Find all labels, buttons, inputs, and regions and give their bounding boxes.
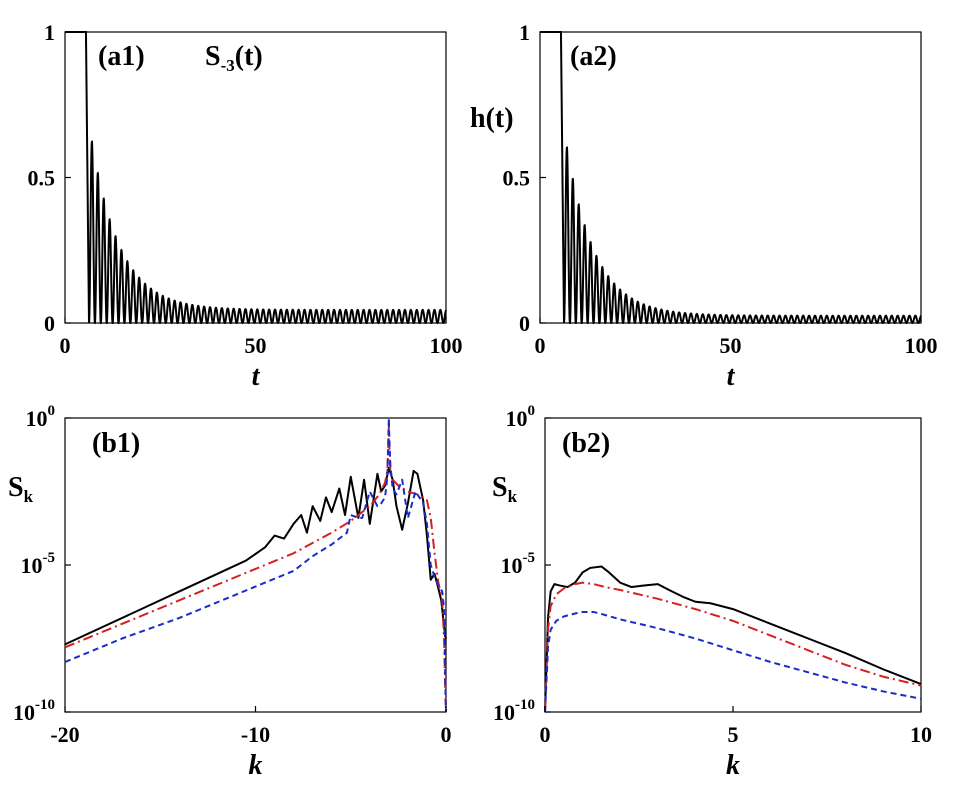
panel-a2-xtick-label: 100	[905, 333, 938, 358]
panel-b2-xtick-label: 5	[728, 722, 739, 747]
panel-a1-ytick-label: 0	[44, 311, 55, 336]
panel-b1-panel-label: (b1)	[92, 428, 140, 459]
panel-b2-panel-label: (b2)	[562, 428, 610, 459]
panel-b2-xtick-label: 0	[540, 722, 551, 747]
panel-a1-series-line	[65, 31, 447, 324]
panel-a2-ytick-label: 1	[519, 20, 530, 45]
panel-a2-xlabel: t	[727, 361, 736, 392]
panel-b1-xtick-label: 0	[441, 722, 452, 747]
panel-a1-xtick-label: 0	[60, 333, 71, 358]
panel-b2-ytick-label: 100	[506, 403, 536, 431]
panel-a2-panel-label: (a2)	[570, 41, 617, 72]
panel-b1: Sk -20 -10 0 100 10-5 10-10 k (b1)	[8, 403, 452, 781]
panel-b2: Sk 0 5 10 100 10-5 10-10 k (b2)	[492, 403, 932, 781]
panel-a1: S-3(t) 0 50 100 0 0.5 1 t (a1)	[28, 20, 463, 392]
panel-a2: 0 50 100 0 0.5 1 t (a2) h(t)	[470, 20, 938, 392]
panel-a2-series-line	[540, 31, 922, 324]
panel-a1-panel-label: (a1)	[98, 41, 145, 72]
panel-a1-xtick-label: 100	[430, 333, 463, 358]
panel-b2-xtick-label: 10	[910, 722, 932, 747]
panel-b1-ytick-label: 100	[26, 403, 56, 431]
panel-a2-xtick-label: 50	[720, 333, 742, 358]
panel-a1-ytick-label: 1	[44, 20, 55, 45]
panel-b2-series-black	[544, 565, 922, 713]
panel-b2-series-red	[544, 581, 922, 713]
panel-a2-ytick-label: 0.5	[503, 166, 531, 191]
panel-a2-ylabel: h(t)	[470, 103, 514, 134]
panel-b1-ytick-label: 10-5	[21, 550, 56, 578]
panel-b1-series-blue	[64, 417, 447, 713]
panel-a1-xtick-label: 50	[245, 333, 267, 358]
panel-b1-xlabel: k	[249, 750, 263, 781]
panel-b2-xlabel: k	[726, 750, 740, 781]
panel-b1-xtick-label: -20	[50, 722, 79, 747]
panel-b1-xtick-label: -10	[241, 722, 270, 747]
panel-b2-series-blue	[544, 611, 922, 713]
panel-b2-ylabel: Sk	[492, 472, 518, 506]
panel-b2-ytick-label: 10-10	[493, 697, 535, 725]
panel-a1-xlabel: t	[252, 361, 261, 392]
panel-a2-ytick-label: 0	[519, 311, 530, 336]
panel-a1-inset-label: S-3(t)	[205, 41, 263, 75]
panel-a2-xtick-label: 0	[535, 333, 546, 358]
panel-b1-ylabel: Sk	[8, 472, 34, 506]
panel-b2-axes-box	[544, 417, 922, 713]
panel-b2-ytick-label: 10-5	[501, 550, 536, 578]
panel-b1-ytick-label: 10-10	[13, 697, 55, 725]
panel-b1-axes-box	[64, 417, 447, 713]
panel-b1-series-black	[64, 466, 447, 646]
panel-a1-ytick-label: 0.5	[28, 166, 56, 191]
